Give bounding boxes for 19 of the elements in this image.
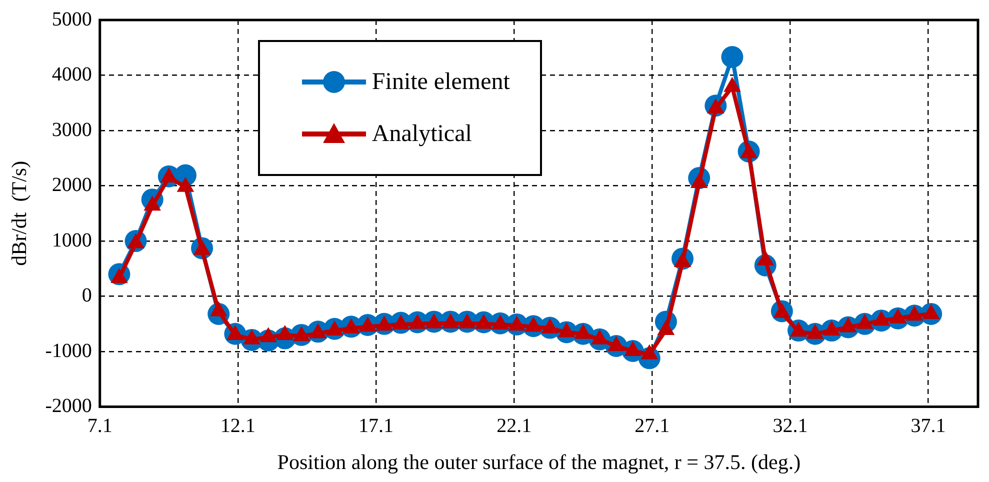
y-tick-label: -1000 (45, 340, 92, 362)
y-tick-label: 1000 (52, 229, 92, 252)
x-tick-label: 37.1 (910, 415, 946, 438)
legend-label: Finite element (372, 68, 510, 96)
legend-label: Analytical (372, 120, 472, 148)
y-tick-label: 0 (82, 284, 92, 307)
x-axis-title: Position along the outer surface of the magnet, r = 37.5. (deg.) (277, 450, 801, 474)
y-tick-label: 2000 (52, 174, 92, 196)
x-tick-label: 12.1 (220, 415, 256, 438)
y-tick-label: -2000 (45, 395, 92, 418)
x-tick-label: 27.1 (634, 415, 670, 438)
x-tick-label: 22.1 (496, 415, 532, 438)
x-tick-label: 17.1 (358, 415, 394, 438)
y-axis-title: dBr/dt (T/s) (7, 160, 32, 266)
x-tick-label: 32.1 (772, 415, 808, 438)
y-tick-label: 3000 (52, 118, 92, 141)
y-tick-label: 5000 (52, 8, 92, 30)
x-tick-label: 7.1 (87, 415, 112, 438)
y-tick-label: 4000 (52, 64, 92, 86)
